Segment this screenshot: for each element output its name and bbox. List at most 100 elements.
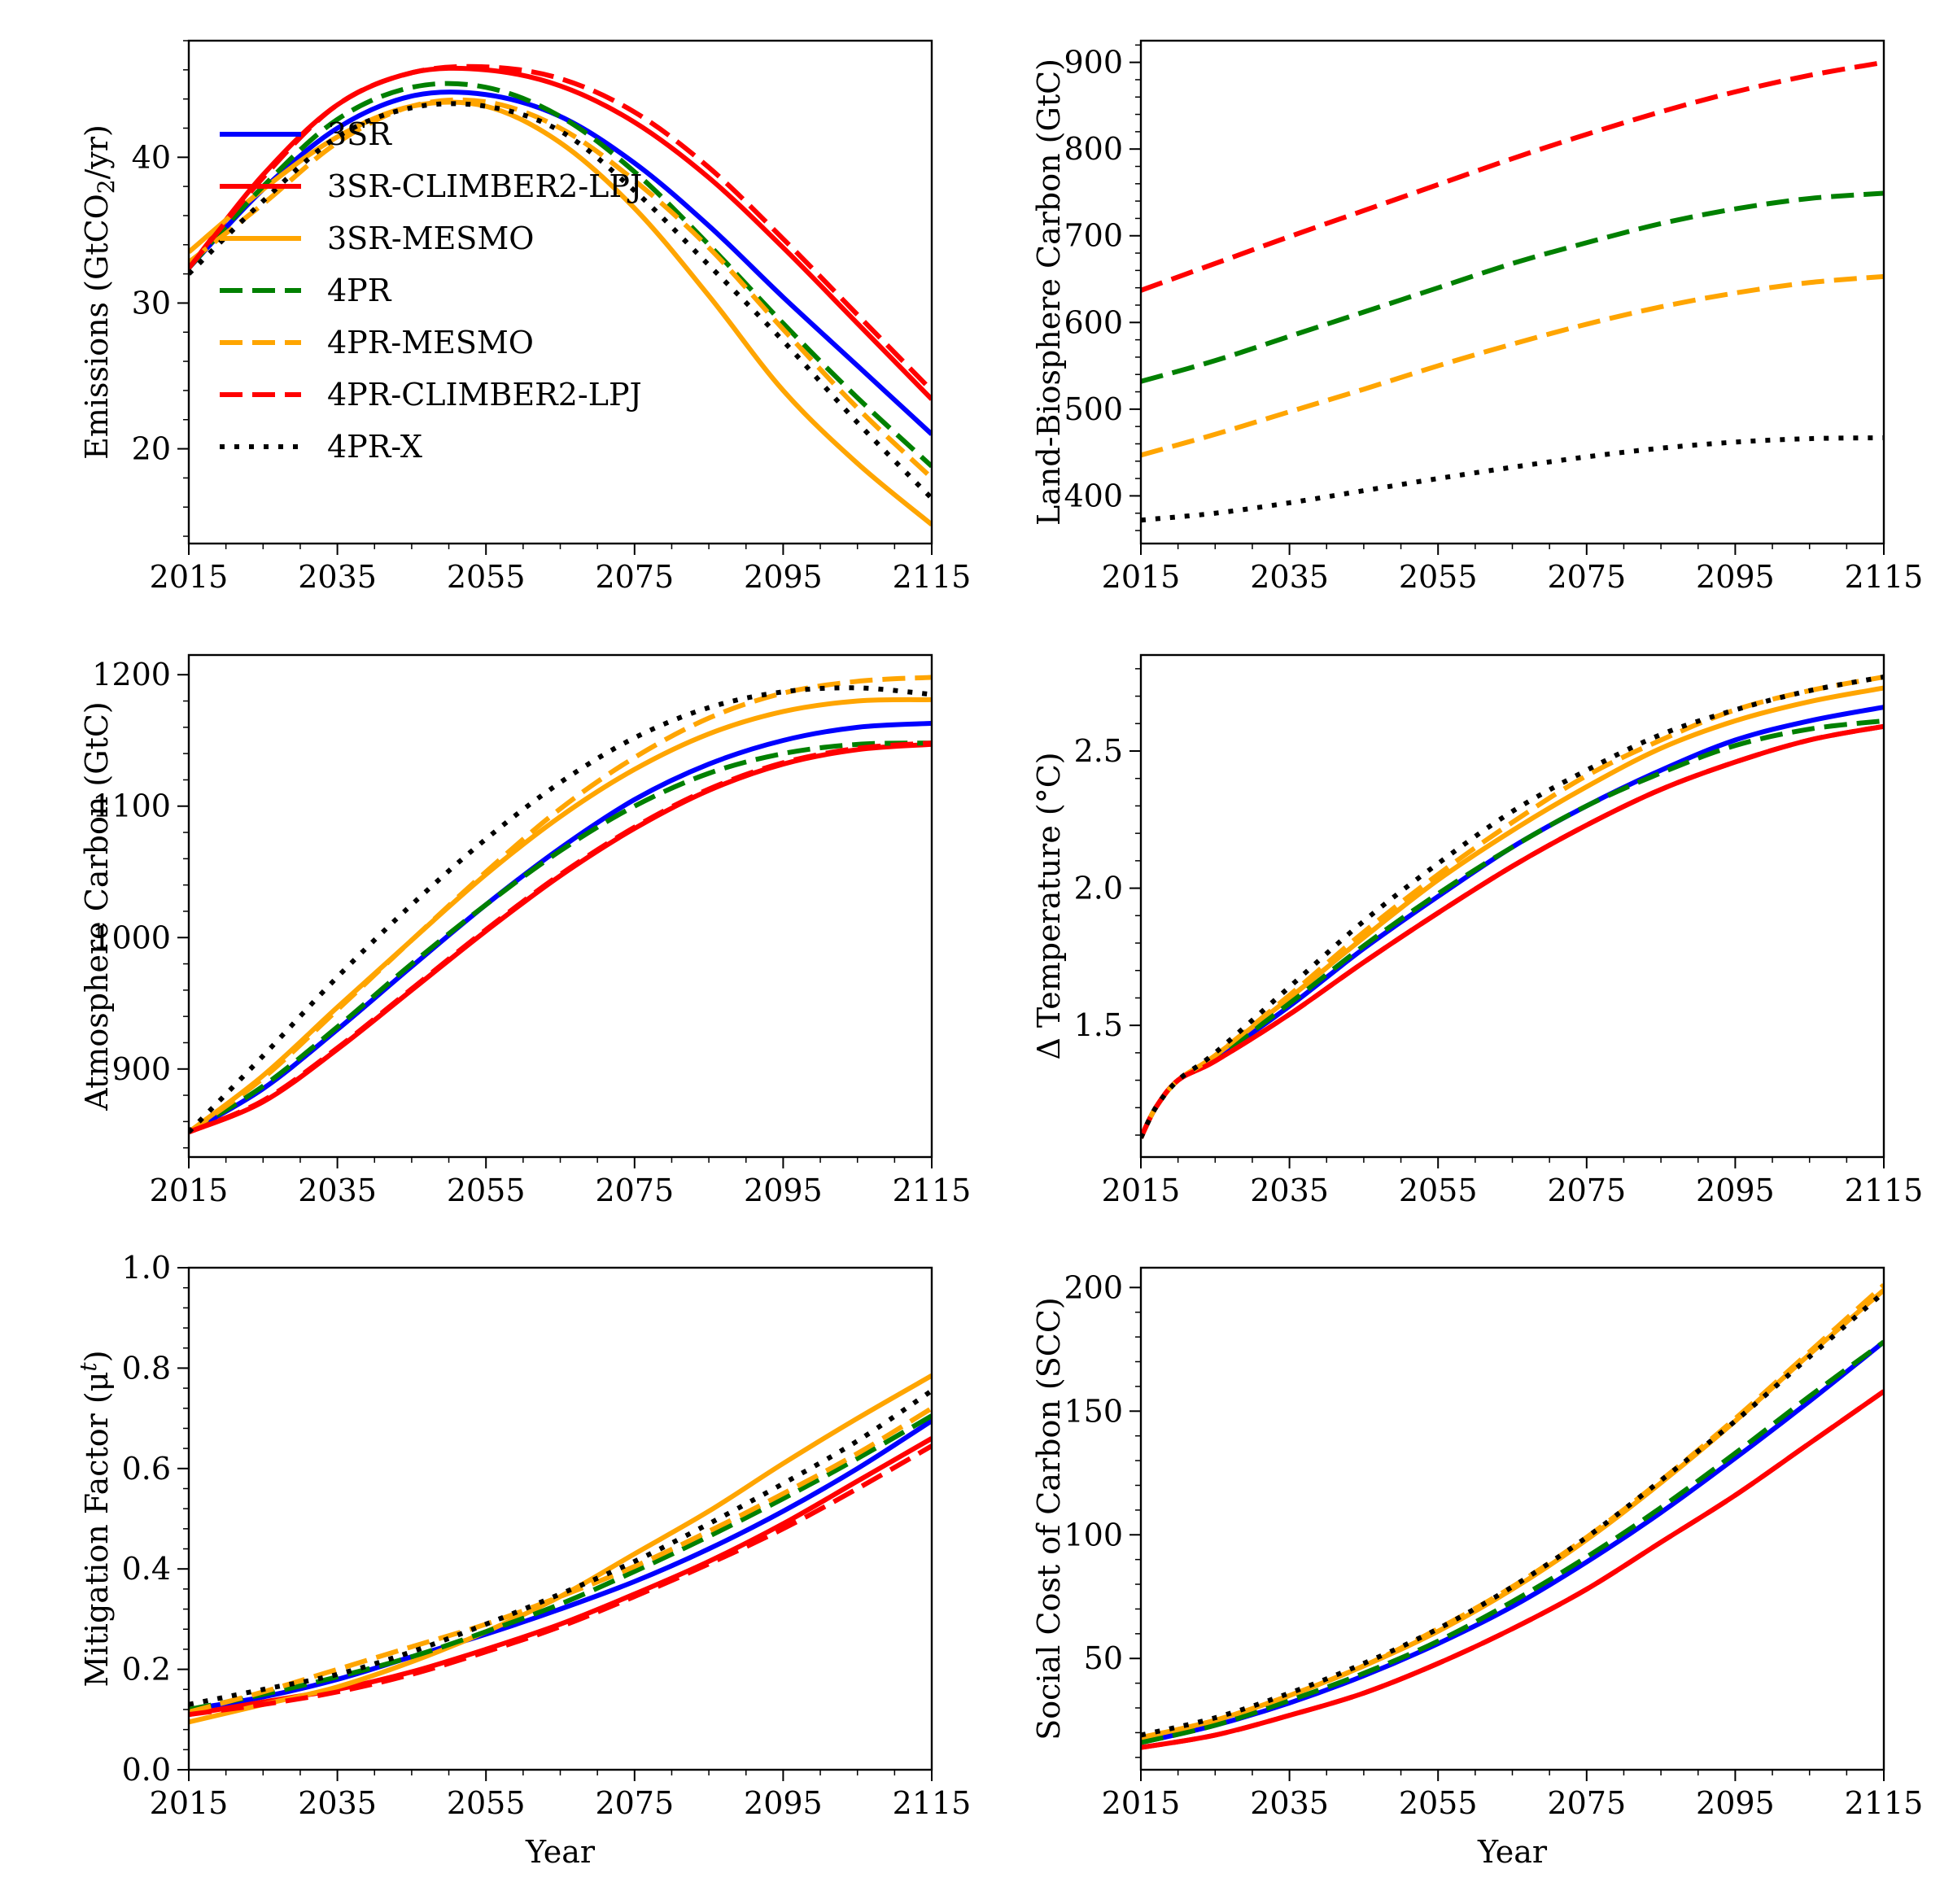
x-tick-label: 2035: [298, 1785, 377, 1821]
y-tick-label: 0.8: [122, 1350, 171, 1386]
x-tick-label: 2055: [447, 559, 526, 595]
y-tick-label: 2.5: [1074, 733, 1123, 769]
x-tick-label: 2095: [744, 559, 823, 595]
y-tick-label: 1.0: [122, 1250, 171, 1286]
y-tick-label: 100: [1064, 1517, 1123, 1552]
series-line-4pr-climber2-lpj: [189, 63, 932, 393]
x-tick-label: 2075: [1547, 1785, 1626, 1821]
x-tick-label: 2015: [1102, 1173, 1181, 1208]
y-tick-label: 900: [111, 1051, 171, 1087]
x-tick-label: 2015: [1102, 559, 1181, 595]
x-tick-label: 2095: [1696, 559, 1775, 595]
x-tick-label: 2075: [595, 559, 674, 595]
legend-label: 4PR-X: [327, 429, 422, 465]
series-line-4pr-mesmo: [189, 97, 932, 480]
y-tick-label: 0.0: [122, 1752, 171, 1788]
y-tick-label: 1.5: [1074, 1007, 1123, 1043]
y-tick-label: 900: [1064, 45, 1123, 81]
y-axis-label: Atmosphere Carbon (GtC): [79, 701, 115, 1111]
series-line-4pr-x: [189, 1388, 932, 1707]
series-group: [189, 63, 932, 527]
series-line-4pr: [1141, 190, 1884, 384]
legend-label: 3SR-MESMO: [327, 221, 534, 256]
panel-mitigation: 2015 2035 2055 2075 2095 2115 0.0 0.2 0.4 0.6 0.8 1…: [75, 1250, 971, 1870]
x-tick-label: 2015: [150, 559, 229, 595]
x-tick-label: 2055: [1399, 1173, 1478, 1208]
series-line-4pr-x: [189, 101, 932, 500]
panel-atmosphere: 2015 2035 2055 2075 2095 2115 900 1000 1100 1200 A…: [79, 653, 972, 1208]
legend-label: 3SR: [327, 116, 392, 152]
x-tick-label: 2095: [744, 1785, 823, 1821]
series-group: [189, 675, 932, 1135]
x-tick-label: 2015: [150, 1785, 229, 1821]
series-line-3sr-climber2-lpj: [1141, 1389, 1884, 1750]
series-line-4pr-x: [1141, 1290, 1884, 1738]
series-group: [1141, 1283, 1884, 1750]
y-tick-label: 150: [1064, 1393, 1123, 1429]
series-line-4pr-mesmo: [1141, 1283, 1884, 1740]
series-line-4pr-mesmo: [1141, 675, 1884, 1139]
x-tick-label: 2015: [150, 1173, 229, 1208]
y-axis-label: Emissions (GtCO2/yr): [79, 124, 120, 460]
y-axis-label: Mitigation Factor (μt): [75, 1350, 115, 1687]
x-axis-label: Year: [1477, 1834, 1548, 1870]
series-line-3sr: [189, 90, 932, 436]
x-tick-label: 2035: [1250, 559, 1329, 595]
y-tick-label: 40: [132, 139, 171, 175]
x-tick-label: 2055: [447, 1173, 526, 1208]
series-line-3sr-climber2-lpj: [189, 1436, 932, 1718]
x-axis-label: Year: [525, 1834, 596, 1870]
series-line-3sr: [1141, 1339, 1884, 1745]
x-tick-label: 2015: [1102, 1785, 1181, 1821]
x-tick-label: 2055: [1399, 1785, 1478, 1821]
series-line-4pr-climber2-lpj: [1141, 59, 1884, 293]
series-line-3sr-mesmo: [189, 1373, 932, 1725]
legend: 3SR 3SR-CLIMBER2-LPJ 3SR-MESMO 4PR 4PR-MESMO…: [220, 116, 642, 465]
y-tick-label: 800: [1064, 131, 1123, 167]
series-line-4pr-mesmo: [189, 1406, 932, 1714]
x-tick-label: 2095: [1696, 1173, 1775, 1208]
x-tick-label: 2115: [1845, 1173, 1924, 1208]
y-axis-label: Δ Temperature (°C): [1031, 752, 1067, 1059]
y-axis-label: Land-Biosphere Carbon (GtC): [1031, 59, 1067, 526]
x-tick-label: 2055: [447, 1785, 526, 1821]
series-group: [1141, 675, 1884, 1139]
series-line-4pr-x: [1141, 675, 1884, 1139]
series-line-3sr-climber2-lpj: [1141, 723, 1884, 1139]
x-tick-label: 2075: [595, 1173, 674, 1208]
series-line-4pr: [1141, 718, 1884, 1139]
x-tick-label: 2115: [1845, 559, 1924, 595]
legend-label: 4PR-MESMO: [327, 325, 534, 360]
x-tick-label: 2095: [744, 1173, 823, 1208]
x-tick-label: 2035: [1250, 1785, 1329, 1821]
panel-scc: 2015 2035 2055 2075 2095 2115 50 100 150 200Socia…: [1031, 1266, 1923, 1870]
panel-emissions: 2015 2035 2055 2075 2095 2115 20 30 40 Emissions …: [79, 39, 971, 595]
x-tick-label: 2035: [298, 1173, 377, 1208]
y-tick-label: 700: [1064, 218, 1123, 254]
y-tick-label: 200: [1064, 1269, 1123, 1305]
x-tick-label: 2115: [893, 1173, 972, 1208]
y-tick-label: 0.2: [122, 1652, 171, 1688]
y-tick-label: 0.4: [122, 1551, 171, 1587]
series-line-3sr-climber2-lpj: [189, 741, 932, 1135]
series-line-4pr-x: [189, 685, 932, 1134]
series-line-4pr-mesmo: [1141, 273, 1884, 458]
x-tick-label: 2075: [1547, 1173, 1626, 1208]
series-line-3sr-mesmo: [1141, 685, 1884, 1139]
legend-label: 4PR: [327, 273, 392, 308]
panel-temperature: 2015 2035 2055 2075 2095 2115 1.5 2.0 2.5Δ Tempe…: [1031, 653, 1924, 1208]
legend-label: 4PR-CLIMBER2-LPJ: [327, 377, 642, 413]
series-line-4pr-climber2-lpj: [1141, 1389, 1884, 1750]
y-axis-label: Social Cost of Carbon (SCC): [1031, 1297, 1067, 1740]
x-tick-label: 2035: [1250, 1173, 1329, 1208]
series-group: [1141, 59, 1884, 523]
x-tick-label: 2095: [1696, 1785, 1775, 1821]
series-line-3sr-mesmo: [189, 697, 932, 1134]
legend-label: 3SR-CLIMBER2-LPJ: [327, 168, 642, 204]
y-tick-label: 30: [132, 285, 171, 321]
y-tick-label: 400: [1064, 478, 1123, 513]
y-tick-label: 1200: [92, 657, 171, 692]
y-tick-label: 20: [132, 431, 171, 467]
series-line-3sr: [1141, 705, 1884, 1139]
series-line-4pr: [189, 1413, 932, 1712]
